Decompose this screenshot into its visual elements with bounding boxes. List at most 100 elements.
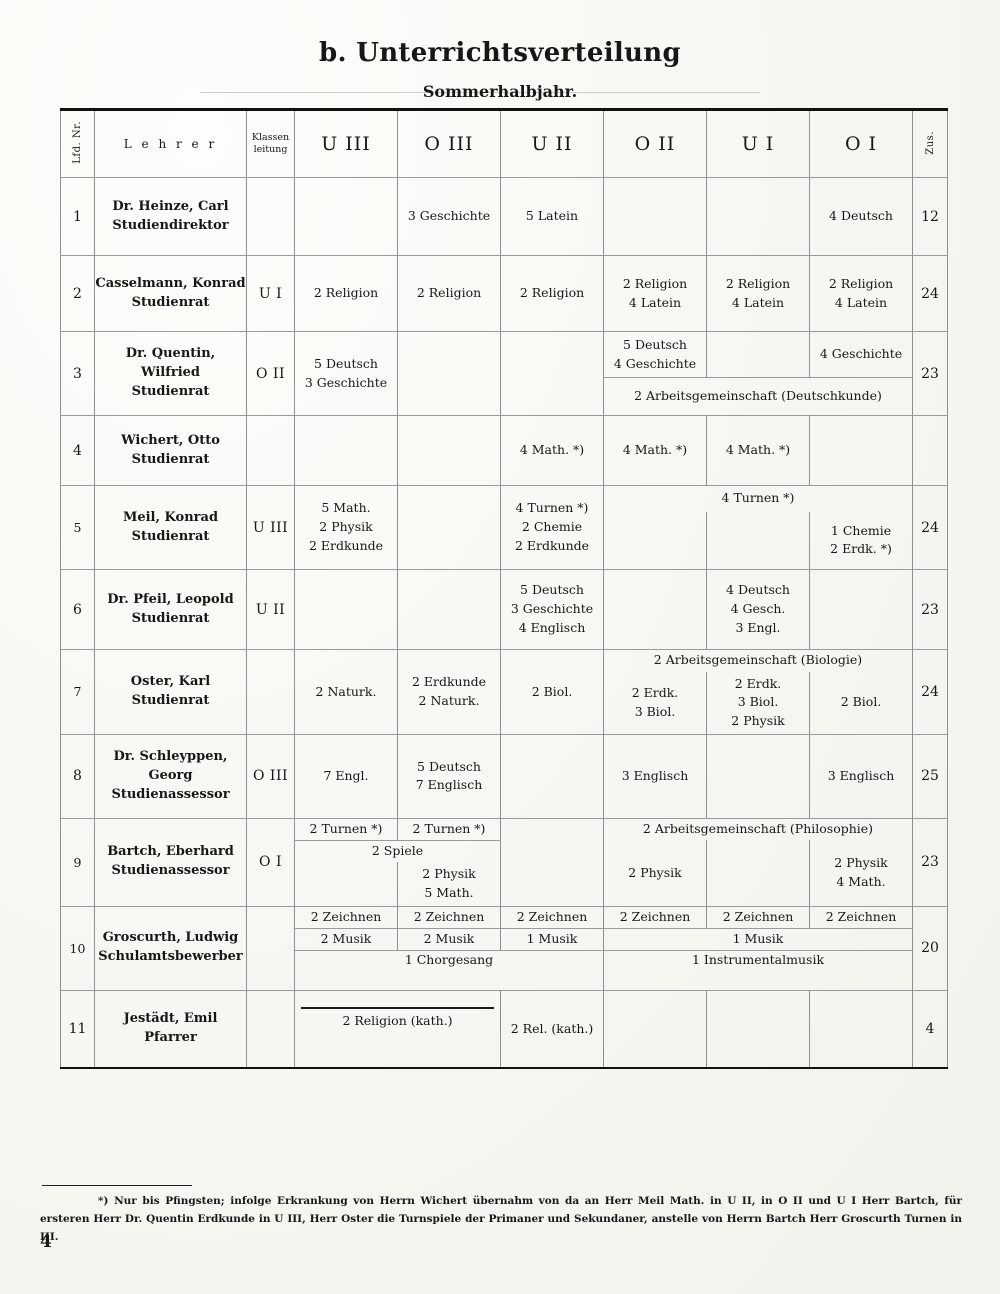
teacher-name-cell: Jestädt, Emil Pfarrer bbox=[94, 989, 247, 1069]
teacher-rank: Studienrat bbox=[131, 383, 210, 399]
arbeitsgemeinschaft-span-cell: 2 Arbeitsgemeinschaft (Deutschkunde) bbox=[603, 377, 913, 416]
page-title: b. Unterrichtsverteilung bbox=[319, 38, 681, 68]
klassenleitung-cell bbox=[246, 989, 295, 1069]
teacher-rank: Studienrat bbox=[131, 451, 210, 467]
subject-entry: 4 Math. bbox=[836, 874, 886, 889]
teacher-name: Oster, Karl bbox=[130, 674, 211, 690]
klassenleitung-cell bbox=[246, 415, 295, 486]
subject-entry: 3 Engl. bbox=[735, 619, 781, 635]
teacher-firstname: Wilfried bbox=[141, 365, 200, 381]
subject-entry: 1 Chemie bbox=[830, 522, 892, 538]
subject-entry: 2 Religion bbox=[519, 285, 585, 301]
footnote: *) Nur bis Pfingsten; infolge Erkrankung… bbox=[40, 1193, 962, 1247]
teacher-name: Wichert, Otto bbox=[121, 432, 220, 448]
subject-entry: 4 Math. *) bbox=[519, 442, 585, 458]
subject-entry: 2 Religion (kath.) bbox=[301, 1006, 494, 1031]
subject-entry: 1 Instrumentalmusik bbox=[691, 951, 825, 967]
teacher-name-cell: Casselmann, Konrad Studienrat bbox=[94, 255, 247, 332]
cell-oi bbox=[809, 415, 913, 486]
cell-uiii bbox=[294, 415, 398, 486]
spiele-span-cell: 2 Spiele bbox=[294, 840, 501, 863]
header-teacher: L e h r e r bbox=[94, 109, 247, 178]
arbeitsgemeinschaft-label: 2 Arbeitsgemeinschaft (Biologie) bbox=[653, 652, 863, 668]
table-row: 4 Wichert, Otto Studienrat 4 Math. *) 4 … bbox=[60, 415, 948, 486]
teacher-name: Groscurth, Ludwig bbox=[102, 930, 239, 946]
zeichnen-oii: 2 Zeichnen bbox=[603, 905, 707, 929]
teacher-name-cell: Bartch, Eberhard Studienassessor bbox=[94, 817, 247, 907]
cell-oii bbox=[603, 569, 707, 650]
subject-entry: 3 Englisch bbox=[621, 767, 689, 783]
teacher-name: Jestädt, Emil bbox=[123, 1011, 218, 1027]
subject-entry: 3 Biol. bbox=[737, 694, 779, 710]
table-header: Lfd. Nr. L e h r e r Klassen­ leitung U … bbox=[60, 109, 948, 178]
subject-entry: 3 Geschichte bbox=[407, 208, 491, 224]
cell-oii: 5 Deutsch 4 Geschichte bbox=[603, 331, 707, 378]
cell-oi: 2 Biol. bbox=[809, 671, 913, 735]
header-klassenleitung: Klassen­ leitung bbox=[246, 109, 295, 178]
subject-entry: 7 Engl. bbox=[323, 767, 369, 783]
teaching-distribution-table-wrapper: Lfd. Nr. L e h r e r Klassen­ leitung U … bbox=[60, 108, 948, 1070]
teacher-name: Dr. Pfeil, Leopold bbox=[107, 591, 234, 607]
row-sum: 23 bbox=[912, 569, 948, 650]
cell-oi: 1 Chemie 2 Erdk. *) bbox=[809, 511, 913, 570]
subject-entry: 2 Physik bbox=[319, 519, 373, 535]
cell-ui: 4 Math. *) bbox=[706, 415, 810, 486]
cell-uiii bbox=[294, 569, 398, 650]
table-row: 2 Physik 5 Math. bbox=[61, 862, 948, 907]
table-span-row: 10 Groscurth, Ludwig Schulamtsbewerber 2… bbox=[60, 905, 948, 991]
teacher-name: Bartch, Eberhard bbox=[107, 844, 234, 860]
header-class-oi: O I bbox=[809, 109, 913, 178]
klassenleitung-cell bbox=[246, 649, 295, 735]
subject-entry: 4 Deutsch bbox=[726, 582, 790, 598]
teacher-rank: Studienrat bbox=[131, 610, 210, 626]
header-class-oii: O II bbox=[603, 109, 707, 178]
subject-entry: 2 Spiele bbox=[371, 843, 424, 859]
teacher-name-cell: Dr. Heinze, Carl Studiendirektor bbox=[94, 177, 247, 256]
subject-entry: 2 Rel. (kath.) bbox=[510, 1020, 594, 1036]
cell-uiii: 2 Religion bbox=[294, 255, 398, 332]
row-number: 8 bbox=[60, 733, 95, 819]
cell-ui bbox=[706, 511, 810, 570]
row-number: 9 bbox=[60, 817, 95, 907]
cell-uiii bbox=[294, 177, 398, 256]
header-klassenleitung-line2: leitung bbox=[253, 144, 288, 155]
subject-entry: 2 Biol. bbox=[840, 694, 882, 710]
arbeitsgemeinschaft-label: 2 Arbeitsgemeinschaft (Philosophie) bbox=[642, 821, 874, 837]
teacher-name-cell: Dr. Schleyppen, Georg Studienassessor bbox=[94, 733, 247, 819]
cell-oiii: 5 Deutsch 7 Englisch bbox=[397, 733, 501, 819]
instrumentalmusik-span: 1 Instrumentalmusik bbox=[603, 950, 913, 991]
klassenleitung-cell: O III bbox=[246, 733, 295, 819]
cell-oii bbox=[603, 989, 707, 1069]
subject-entry: 2 Naturk. bbox=[315, 683, 377, 699]
row-number: 1 bbox=[60, 177, 95, 256]
subject-entry: 2 Erdk. *) bbox=[830, 541, 892, 557]
table-row: 6 Dr. Pfeil, Leopold Studienrat U II 5 D… bbox=[60, 569, 948, 650]
row-number: 4 bbox=[60, 415, 95, 486]
zeichnen-ui: 2 Zeichnen bbox=[706, 905, 810, 929]
klassenleitung-cell: O II bbox=[246, 331, 295, 416]
teacher-rank: Studienrat bbox=[131, 692, 210, 708]
table-row: 2 Erdk. 3 Biol. 2 Erdk. 3 Biol. 2 Physik… bbox=[61, 671, 948, 735]
row-number: 7 bbox=[60, 649, 95, 735]
cell-oiii: 2 Religion bbox=[397, 255, 501, 332]
subject-entry: 2 Zeichnen bbox=[722, 908, 794, 924]
header-klassenleitung-line1: Klassen­ bbox=[251, 132, 290, 144]
table-span-row: 5 Meil, Konrad Studienrat U III 5 Math. … bbox=[60, 485, 948, 570]
row-number-label: 7 bbox=[73, 684, 82, 700]
subject-entry: 4 Latein bbox=[628, 294, 682, 310]
cell-uii bbox=[500, 817, 604, 907]
turnen-oiii-cell: 2 Turnen *) bbox=[397, 817, 501, 841]
subject-entry: 2 Zeichnen bbox=[825, 908, 897, 924]
row-sum: 20 bbox=[912, 905, 948, 991]
subject-entry: 3 Geschichte bbox=[304, 374, 388, 390]
subject-entry: 5 Deutsch bbox=[314, 355, 378, 371]
subject-entry: 2 Turnen *) bbox=[412, 820, 486, 836]
teacher-name-cell: Oster, Karl Studienrat bbox=[94, 649, 247, 735]
subject-entry: 4 Gesch. bbox=[730, 601, 786, 617]
cell-oiii: 3 Geschichte bbox=[397, 177, 501, 256]
cell-uiii: 5 Deutsch 3 Geschichte bbox=[294, 331, 398, 416]
teacher-name-cell: Dr. Pfeil, Leopold Studienrat bbox=[94, 569, 247, 650]
teacher-rank: Studienassessor bbox=[111, 863, 230, 879]
row-number: 2 bbox=[60, 255, 95, 332]
